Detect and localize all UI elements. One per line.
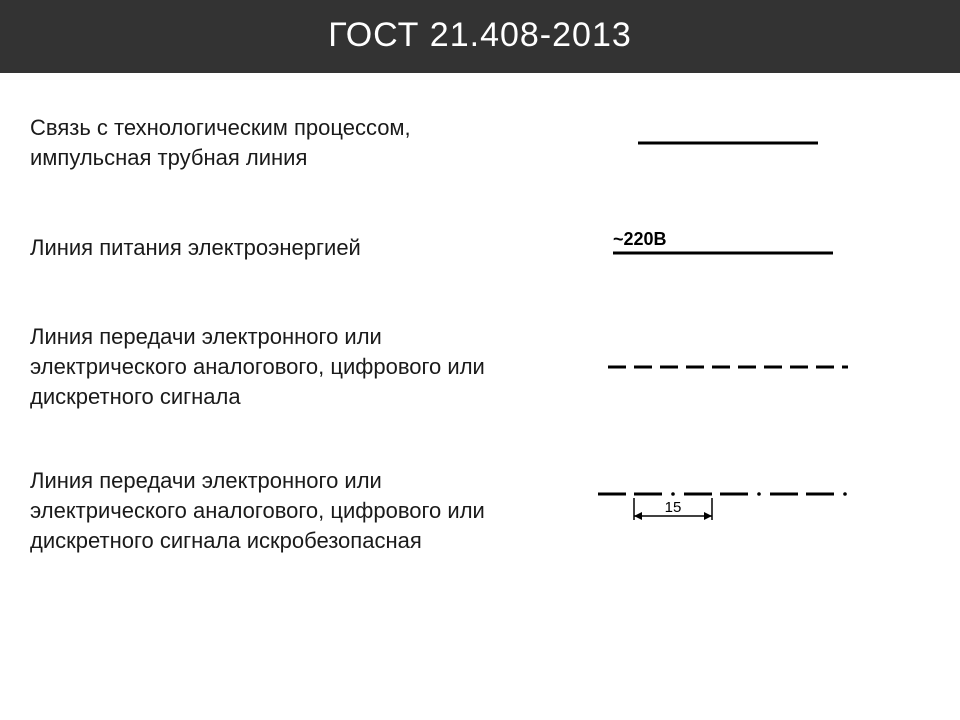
legend-label: Линия передачи электронного или электрич… xyxy=(30,466,525,555)
legend-row: Линия передачи электронного или электрич… xyxy=(30,466,930,555)
dimension-text: 15 xyxy=(664,499,681,516)
legend-symbol-dashed-line xyxy=(525,352,930,382)
legend-row: Связь с технологическим процессом, импул… xyxy=(30,113,930,172)
power-voltage-text: ~220В xyxy=(613,229,667,249)
legend-label: Связь с технологическим процессом, импул… xyxy=(30,113,525,172)
content-area: Связь с технологическим процессом, импул… xyxy=(0,73,960,556)
page-title: ГОСТ 21.408-2013 xyxy=(328,16,632,54)
legend-symbol-dash-dot-line: 15 xyxy=(525,476,930,546)
legend-symbol-solid-line xyxy=(525,128,930,158)
header-bar: ГОСТ 21.408-2013 xyxy=(0,0,960,73)
legend-symbol-power-line: ~220В xyxy=(525,227,930,267)
legend-row: Линия передачи электронного или электрич… xyxy=(30,322,930,411)
legend-row: Линия питания электроэнергией ~220В xyxy=(30,227,930,267)
legend-label: Линия питания электроэнергией xyxy=(30,233,525,263)
legend-label: Линия передачи электронного или электрич… xyxy=(30,322,525,411)
